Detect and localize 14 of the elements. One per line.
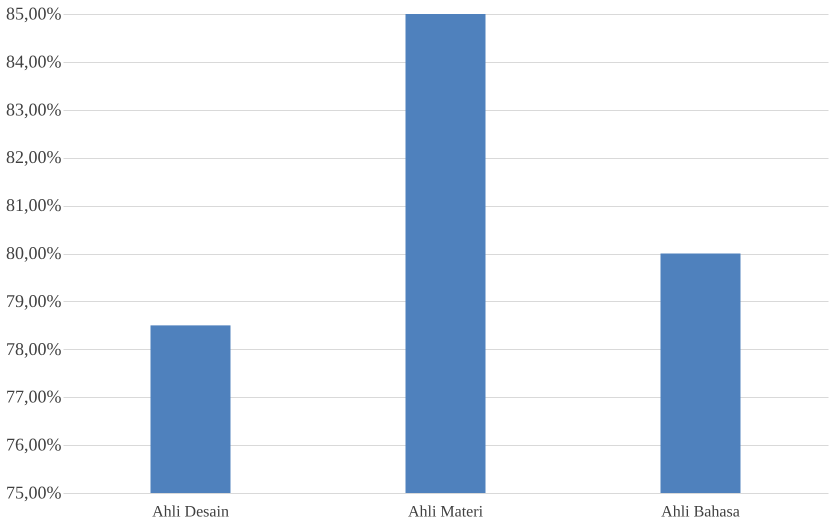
x-tick-label: Ahli Materi: [408, 504, 484, 520]
y-tick-label: 75,00%: [6, 482, 62, 502]
y-tick-label: 78,00%: [6, 338, 62, 359]
x-tick-label: Ahli Bahasa: [661, 504, 740, 520]
y-tick-label: 85,00%: [6, 4, 62, 24]
y-tick-label: 77,00%: [6, 386, 62, 407]
y-tick-label: 81,00%: [6, 195, 62, 216]
x-tick-label: Ahli Desain: [152, 504, 229, 520]
y-tick-label: 84,00%: [6, 51, 62, 72]
y-tick-label: 82,00%: [6, 147, 62, 168]
y-tick-label: 76,00%: [6, 434, 62, 455]
y-tick-label: 80,00%: [6, 243, 62, 263]
y-tick-label: 83,00%: [6, 99, 62, 120]
y-tick-label: 79,00%: [6, 290, 62, 311]
